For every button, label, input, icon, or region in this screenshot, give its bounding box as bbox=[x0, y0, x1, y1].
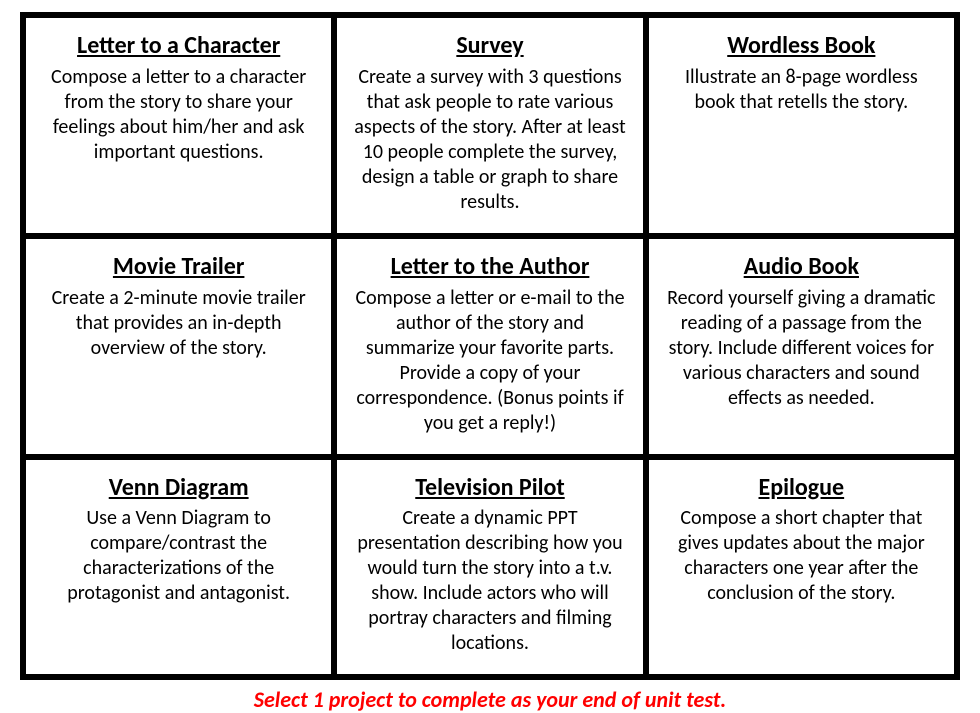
grid-cell: Epilogue Compose a short chapter that gi… bbox=[646, 457, 957, 678]
cell-title: Movie Trailer bbox=[113, 253, 244, 282]
grid-cell: Letter to the Author Compose a letter or… bbox=[334, 236, 645, 457]
grid-cell: Television Pilot Create a dynamic PPT pr… bbox=[334, 457, 645, 678]
cell-title: Letter to a Character bbox=[77, 32, 280, 61]
grid-cell: Wordless Book Illustrate an 8-page wordl… bbox=[646, 15, 957, 236]
cell-description: Create a dynamic PPT presentation descri… bbox=[351, 506, 628, 656]
cell-title: Letter to the Author bbox=[391, 253, 590, 282]
cell-title: Wordless Book bbox=[727, 32, 875, 61]
footer-instruction: Select 1 project to complete as your end… bbox=[20, 686, 960, 713]
cell-description: Create a survey with 3 questions that as… bbox=[351, 65, 628, 215]
cell-title: Venn Diagram bbox=[109, 474, 249, 503]
cell-title: Audio Book bbox=[744, 253, 859, 282]
grid-cell: Audio Book Record yourself giving a dram… bbox=[646, 236, 957, 457]
cell-title: Epilogue bbox=[759, 474, 845, 503]
grid-cell: Letter to a Character Compose a letter t… bbox=[23, 15, 334, 236]
grid-cell: Movie Trailer Create a 2-minute movie tr… bbox=[23, 236, 334, 457]
cell-title: Survey bbox=[456, 32, 523, 61]
grid-cell: Venn Diagram Use a Venn Diagram to compa… bbox=[23, 457, 334, 678]
grid-cell: Survey Create a survey with 3 questions … bbox=[334, 15, 645, 236]
cell-description: Compose a letter or e-mail to the author… bbox=[351, 286, 628, 436]
cell-description: Illustrate an 8-page wordless book that … bbox=[663, 65, 940, 115]
project-choice-grid: Letter to a Character Compose a letter t… bbox=[20, 12, 960, 680]
cell-description: Create a 2-minute movie trailer that pro… bbox=[40, 286, 317, 361]
cell-title: Television Pilot bbox=[415, 474, 564, 503]
cell-description: Compose a short chapter that gives updat… bbox=[663, 506, 940, 606]
cell-description: Use a Venn Diagram to compare/contrast t… bbox=[40, 506, 317, 606]
cell-description: Record yourself giving a dramatic readin… bbox=[663, 286, 940, 411]
cell-description: Compose a letter to a character from the… bbox=[40, 65, 317, 165]
